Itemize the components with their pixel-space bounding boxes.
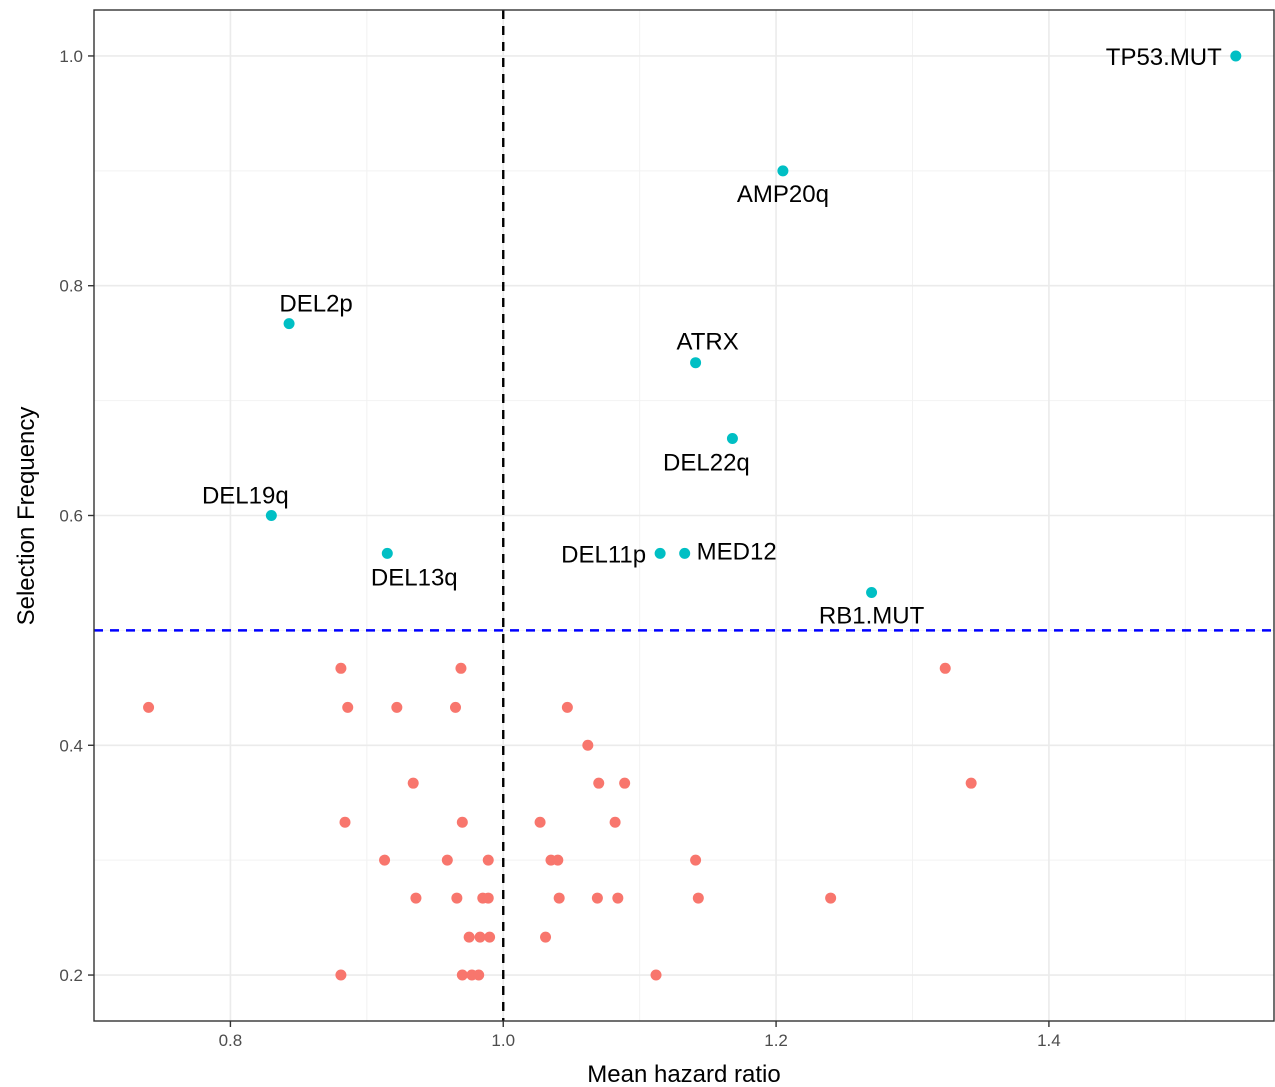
x-tick-label: 1.0	[491, 1031, 515, 1050]
data-point	[410, 892, 422, 904]
x-axis: 0.8 1.0 1.2 1.4	[219, 1021, 1061, 1050]
x-tick-label: 1.4	[1037, 1031, 1061, 1050]
data-point	[965, 777, 977, 789]
point-label: AMP20q	[737, 181, 829, 208]
data-point	[1230, 50, 1242, 62]
data-point	[690, 854, 702, 866]
x-tick-label: 0.8	[219, 1031, 243, 1050]
data-point	[690, 357, 702, 369]
y-axis-title: Selection Frequency	[13, 407, 40, 626]
data-point	[540, 931, 552, 943]
data-point	[825, 892, 837, 904]
data-point	[450, 701, 462, 713]
data-point	[484, 931, 496, 943]
data-point	[474, 931, 486, 943]
x-tick-label: 1.2	[764, 1031, 788, 1050]
point-label: DEL22q	[663, 450, 750, 477]
data-point	[283, 318, 295, 330]
point-label: DEL2p	[279, 291, 352, 318]
data-point	[265, 510, 277, 521]
data-point	[654, 547, 666, 559]
data-point	[619, 777, 631, 789]
data-point	[342, 701, 354, 713]
data-point	[482, 892, 494, 904]
point-labels: TP53.MUT AMP20q DEL2p ATRX DEL22q DEL19q DEL13…	[202, 44, 1222, 630]
point-label: DEL11p	[561, 541, 646, 568]
data-point	[679, 547, 691, 559]
y-tick-label: 0.6	[59, 507, 83, 526]
data-point	[534, 816, 546, 828]
data-point	[441, 854, 453, 866]
data-point	[777, 165, 789, 177]
data-point	[593, 777, 605, 789]
point-label: ATRX	[676, 329, 738, 356]
data-point	[591, 892, 603, 904]
data-point	[650, 969, 662, 981]
point-label: TP53.MUT	[1106, 44, 1222, 71]
data-point	[553, 892, 565, 904]
data-point	[866, 586, 878, 598]
y-axis: 0.2 0.4 0.6 0.8 1.0	[59, 47, 94, 985]
point-label: RB1.MUT	[819, 602, 925, 629]
data-point	[456, 816, 468, 828]
reference-lines	[94, 10, 1274, 1021]
data-points	[143, 50, 1242, 981]
point-label: MED12	[697, 538, 777, 565]
data-point	[609, 816, 621, 828]
data-point	[561, 701, 573, 713]
data-point	[552, 854, 564, 866]
data-point	[335, 662, 347, 674]
y-tick-label: 1.0	[59, 47, 83, 66]
data-point	[451, 892, 463, 904]
x-axis-title: Mean hazard ratio	[587, 1061, 780, 1087]
data-point	[407, 777, 419, 789]
point-label: DEL13q	[371, 564, 458, 591]
data-point	[335, 969, 347, 981]
data-point	[612, 892, 624, 904]
y-tick-label: 0.8	[59, 277, 83, 296]
data-point	[726, 433, 738, 445]
data-point	[463, 931, 475, 943]
data-point	[391, 701, 403, 713]
data-point	[143, 701, 155, 713]
data-point	[582, 739, 594, 751]
data-point	[473, 969, 485, 981]
data-point	[381, 547, 393, 559]
point-label: DEL19q	[202, 483, 289, 510]
data-point	[339, 816, 351, 828]
data-point	[692, 892, 704, 904]
y-tick-label: 0.4	[59, 736, 83, 755]
data-point	[455, 662, 467, 674]
data-point	[379, 854, 391, 866]
data-point	[939, 662, 951, 674]
data-point	[456, 969, 468, 981]
data-point	[482, 854, 494, 866]
y-tick-label: 0.2	[59, 966, 83, 985]
